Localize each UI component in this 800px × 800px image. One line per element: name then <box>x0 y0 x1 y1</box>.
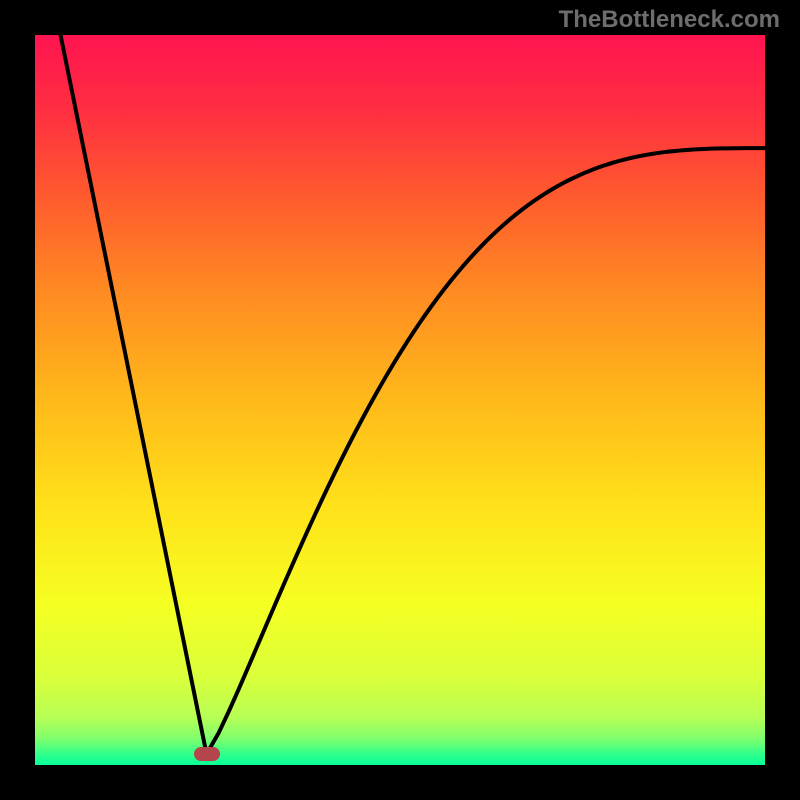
chart-container: TheBottleneck.com <box>0 0 800 800</box>
plot-area <box>35 35 765 765</box>
curve-layer <box>35 35 765 765</box>
minimum-marker <box>194 747 220 761</box>
watermark-text: TheBottleneck.com <box>559 6 780 34</box>
bottleneck-curve <box>61 35 765 754</box>
